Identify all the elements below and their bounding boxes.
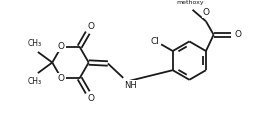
- Text: O: O: [202, 8, 209, 17]
- Text: O: O: [58, 74, 65, 83]
- Text: O: O: [88, 94, 94, 103]
- Text: O: O: [88, 22, 94, 31]
- Text: Cl: Cl: [150, 37, 159, 46]
- Text: O: O: [58, 42, 65, 51]
- Text: NH: NH: [124, 81, 137, 90]
- Text: CH₃: CH₃: [28, 77, 42, 86]
- Text: CH₃: CH₃: [28, 39, 42, 48]
- Text: O: O: [234, 30, 241, 39]
- Text: methoxy: methoxy: [177, 0, 205, 5]
